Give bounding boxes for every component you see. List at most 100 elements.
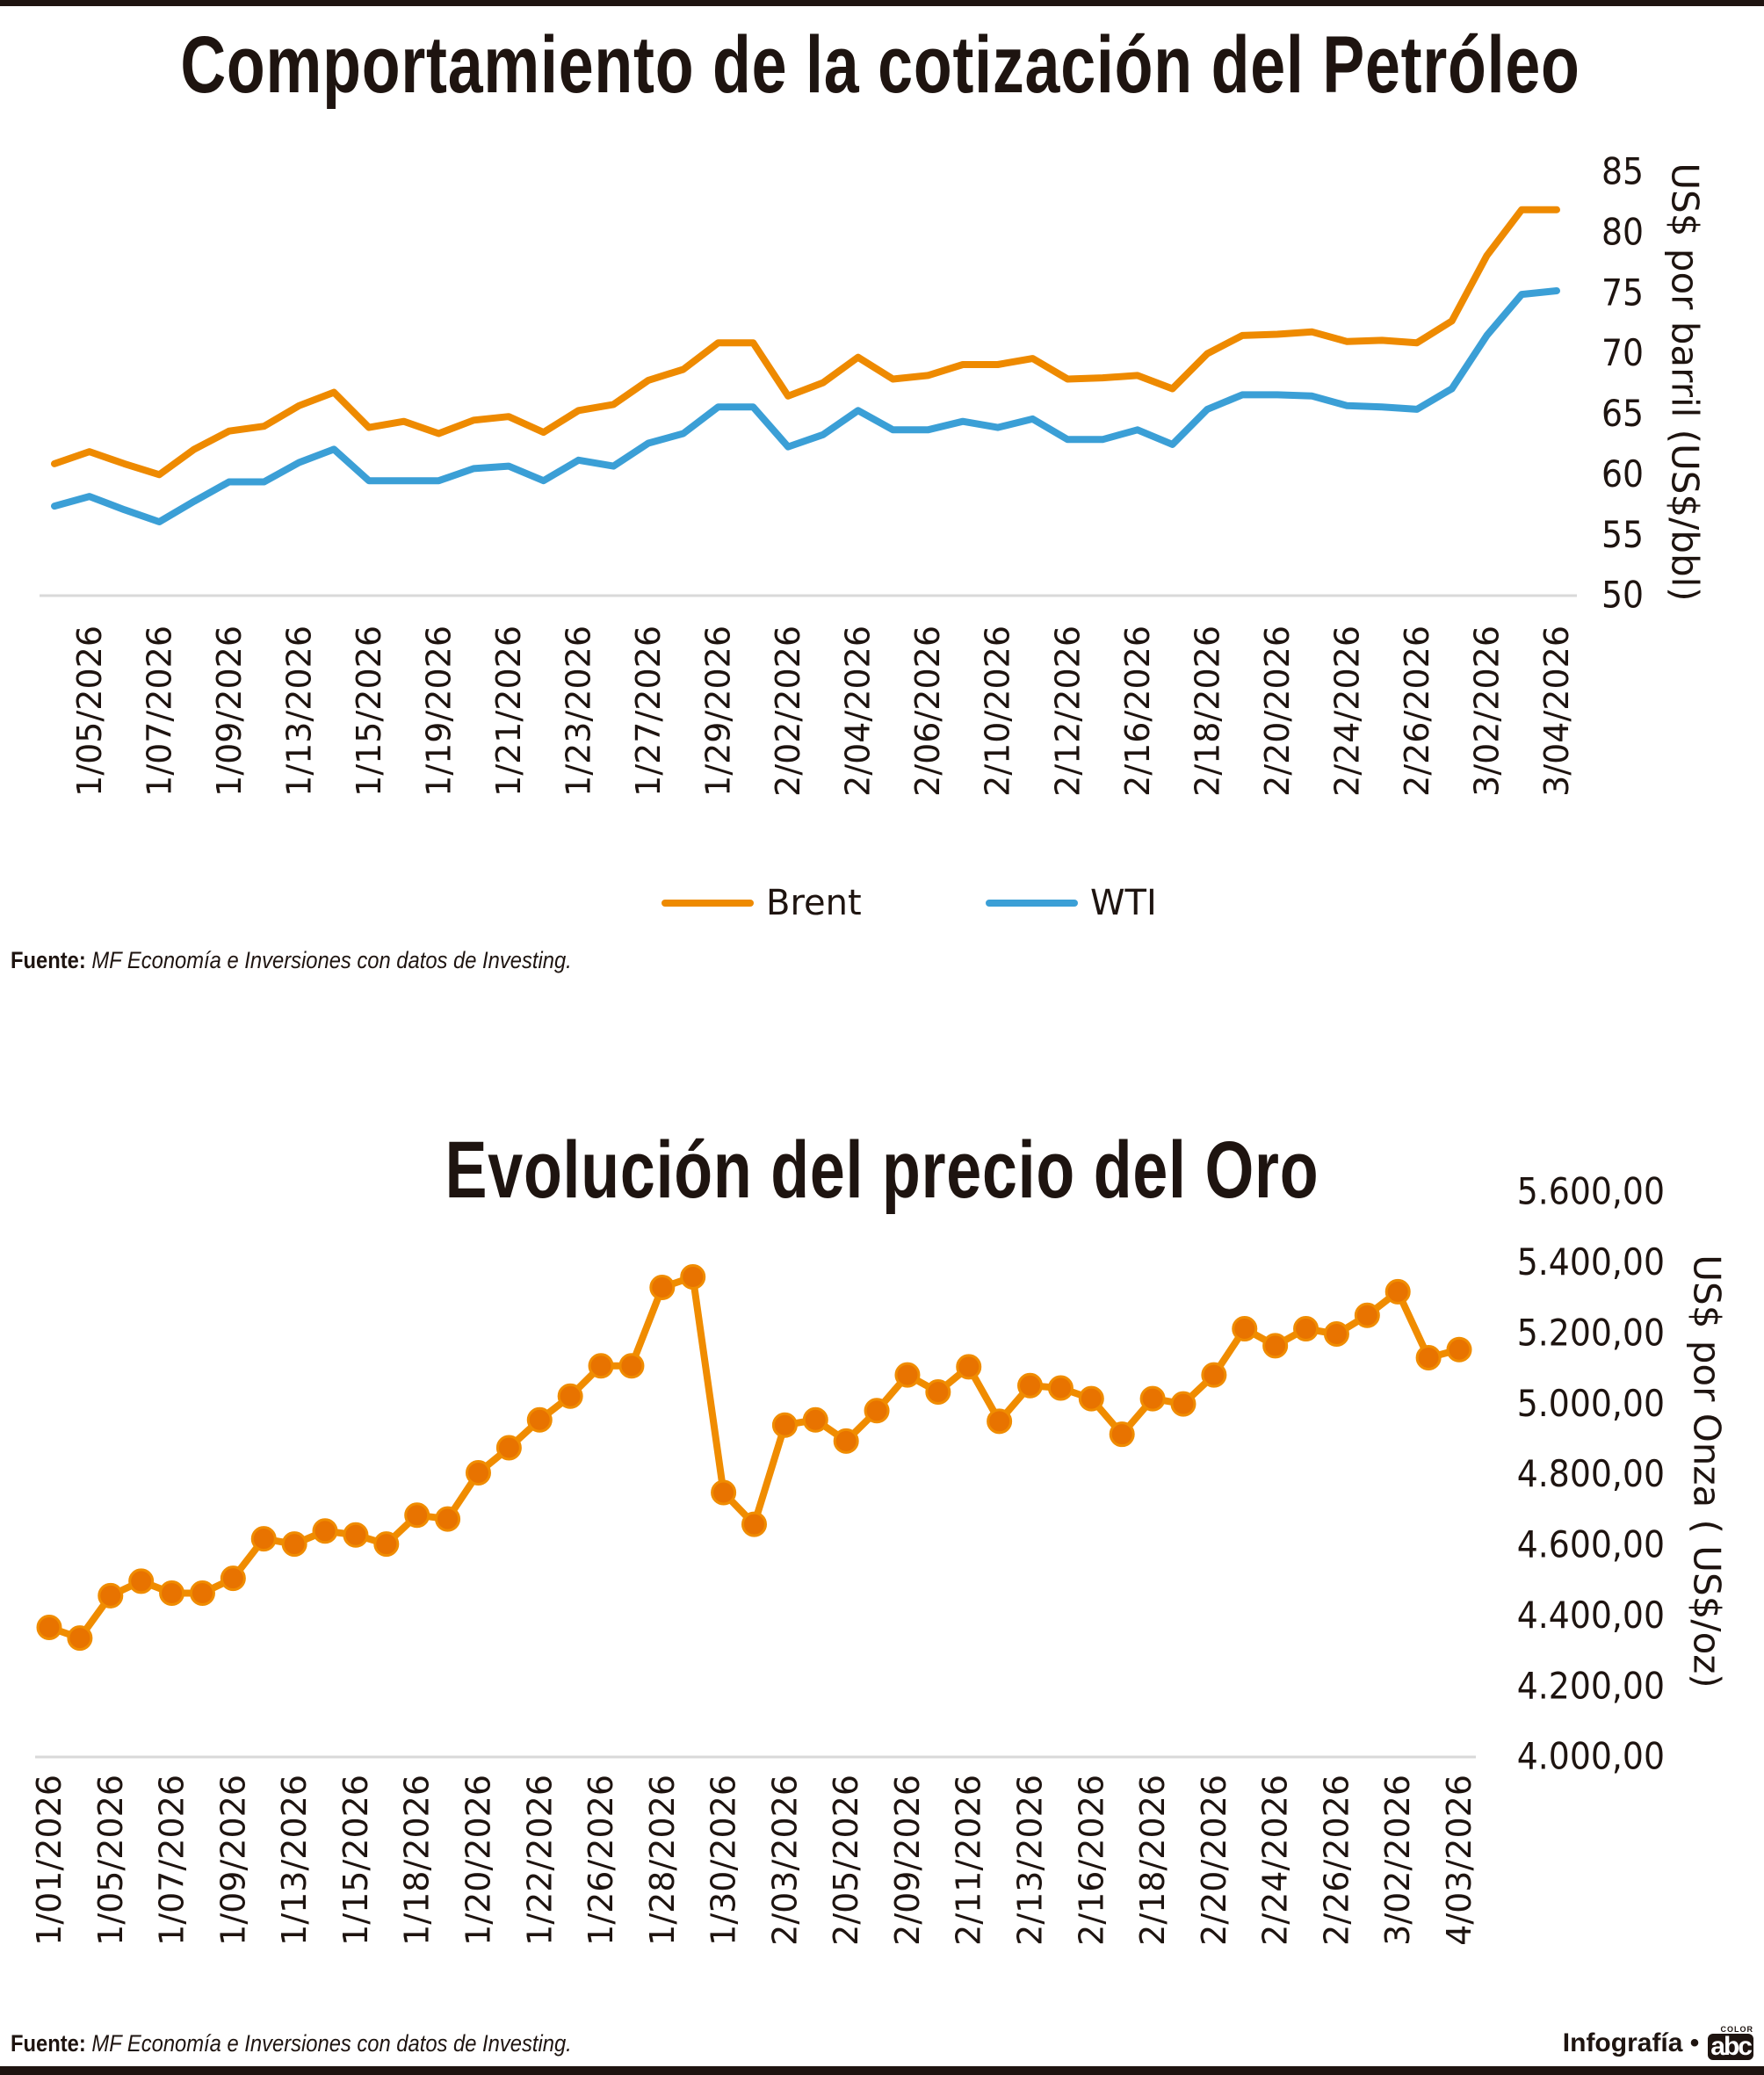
legend-item-wti: WTI [986,883,1157,923]
source-label: Fuente: [11,2030,86,2057]
data-point [343,1522,369,1548]
x-tick-label: 1/13/2026 [279,625,318,797]
x-tick-label: 3/02/2026 [1378,1775,1417,1946]
source-text: MF Economía e Inversiones con datos de I… [91,2030,572,2057]
x-tick-label: 2/18/2026 [1188,625,1226,797]
data-point [435,1506,461,1532]
legend-label-wti: WTI [1090,883,1157,923]
data-point [771,1412,798,1438]
y-tick-label: 4.800,00 [1517,1453,1665,1495]
abc-color-logo: COLOR abc [1708,2026,1753,2060]
y-tick-label: 5.000,00 [1517,1383,1665,1425]
y-tick-label: 85 [1601,151,1644,193]
gold-chart: 4.000,00 4.200,00 4.400,00 4.600,00 4.800,00… [30,1171,1729,1946]
x-tick-label: 2/06/2026 [908,625,947,797]
data-point [741,1511,767,1537]
x-tick-label: 1/19/2026 [419,625,458,797]
y-tick-label: 5.200,00 [1517,1312,1665,1355]
oil-chart-title: Comportamiento de la cotización del Petr… [180,20,1580,110]
credit-text: Infografía • [1562,2028,1700,2057]
data-point [404,1502,430,1529]
data-point [1446,1336,1472,1363]
legend-label-brent: Brent [766,883,862,923]
data-point [680,1263,706,1290]
logo-sub: COLOR [1720,2025,1753,2034]
y-tick-label: 60 [1601,453,1644,495]
credit: Infografía • COLOR abc [1563,2026,1753,2060]
data-point [833,1428,859,1454]
x-tick-label: 2/16/2026 [1072,1775,1110,1946]
data-point [1139,1385,1166,1412]
logo-text: abc [1708,2034,1753,2060]
x-tick-label: 2/24/2026 [1327,625,1366,797]
y-axis-title: US$ por Onza ( US$/oz) [1686,1254,1729,1688]
data-point [1354,1302,1380,1328]
data-point [312,1518,338,1544]
x-tick-label: 2/03/2026 [765,1775,804,1946]
x-tick-label: 2/20/2026 [1195,1775,1233,1946]
source-label: Fuente: [11,947,86,973]
data-point [1293,1316,1319,1342]
series-line-wti [51,287,1560,525]
source-text: MF Economía e Inversiones con datos de I… [91,947,572,973]
data-point [1201,1362,1227,1388]
x-tick-label: 1/26/2026 [582,1775,620,1946]
data-point [557,1383,583,1409]
x-tick-label: 2/02/2026 [769,625,807,797]
y-tick-label: 50 [1601,575,1644,617]
y-tick-label: 4.000,00 [1517,1736,1665,1778]
data-point [36,1615,62,1641]
x-tick-label: 3/02/2026 [1467,625,1506,797]
x-tick-label: 3/04/2026 [1537,625,1576,797]
x-tick-label: 2/10/2026 [979,625,1017,797]
data-point [588,1353,614,1379]
y-axis-title: US$ por barril (US$/bbl) [1664,163,1707,601]
x-tick-label: 1/13/2026 [275,1775,314,1946]
gold-chart-title: Evolución del precio del Oro [445,1125,1319,1215]
x-tick-label: 2/26/2026 [1398,625,1436,797]
x-tick-label: 2/24/2026 [1256,1775,1295,1946]
x-tick-label: 1/21/2026 [489,625,528,797]
x-tick-label: 2/09/2026 [888,1775,927,1946]
data-point [1415,1344,1442,1370]
data-point [1384,1278,1411,1305]
x-tick-label: 2/18/2026 [1133,1775,1172,1946]
y-tick-label: 4.400,00 [1517,1594,1665,1637]
data-point [281,1531,307,1558]
y-tick-label: 55 [1601,514,1644,556]
data-point [956,1354,982,1380]
y-tick-label: 75 [1601,272,1644,315]
x-tick-label: 1/23/2026 [560,625,598,797]
data-point [864,1398,890,1424]
y-tick-label: 4.600,00 [1517,1524,1665,1566]
x-tick-label: 4/03/2026 [1440,1775,1478,1946]
data-point [1170,1391,1196,1417]
data-point [159,1580,185,1607]
data-point [189,1580,215,1607]
x-tick-label: 2/13/2026 [1011,1775,1050,1946]
top-border [0,0,1764,6]
y-tick-label: 70 [1601,332,1644,374]
data-point [495,1435,522,1461]
x-tick-label: 2/05/2026 [827,1775,865,1946]
x-tick-label: 1/07/2026 [140,625,178,797]
data-point [1047,1375,1074,1401]
data-point [373,1531,400,1558]
x-tick-label: 1/01/2026 [30,1775,69,1946]
series-line-brent [51,206,1560,479]
x-tick-label: 2/20/2026 [1258,625,1297,797]
data-point [67,1625,93,1652]
x-tick-label: 1/18/2026 [398,1775,437,1946]
y-tick-label: 4.200,00 [1517,1665,1665,1707]
x-tick-label: 2/12/2026 [1048,625,1087,797]
x-tick-label: 2/11/2026 [950,1775,988,1946]
x-tick-label: 1/22/2026 [520,1775,559,1946]
data-point [987,1408,1013,1435]
y-tick-label: 80 [1601,212,1644,254]
gold-source-note: Fuente: MF Economía e Inversiones con da… [11,2030,572,2057]
x-tick-label: 1/05/2026 [91,1775,130,1946]
y-tick-label: 5.600,00 [1517,1171,1665,1213]
legend-item-brent: Brent [662,883,862,923]
data-point [802,1406,828,1433]
x-tick-label: 1/15/2026 [350,625,388,797]
